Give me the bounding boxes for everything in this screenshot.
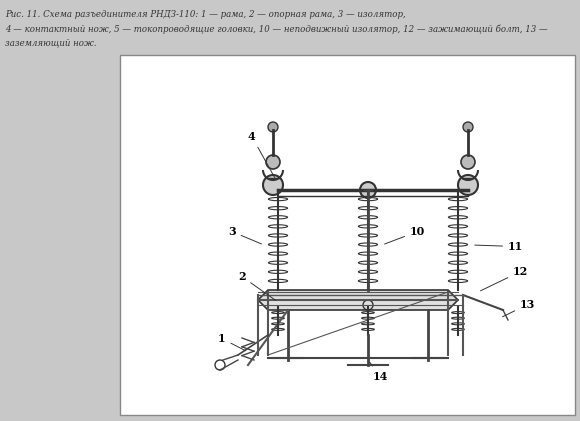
Circle shape [463, 122, 473, 132]
Text: 13: 13 [502, 299, 535, 317]
Text: 12: 12 [480, 266, 528, 291]
Text: 1: 1 [218, 333, 245, 351]
Text: 14: 14 [369, 362, 389, 382]
Text: 11: 11 [475, 241, 523, 252]
Bar [120, 55, 575, 415]
Polygon shape [258, 290, 458, 310]
Circle shape [268, 122, 278, 132]
Circle shape [263, 175, 283, 195]
Text: 10: 10 [385, 226, 425, 244]
Text: 2: 2 [238, 271, 276, 301]
Circle shape [458, 175, 478, 195]
Text: заземляющий нож.: заземляющий нож. [5, 38, 96, 47]
Circle shape [266, 155, 280, 169]
Text: 4 — контактный нож, 5 — токопроводящие головки, 10 — неподвижный изолятор, 12 — : 4 — контактный нож, 5 — токопроводящие г… [5, 24, 548, 34]
Text: 4: 4 [248, 131, 275, 178]
Circle shape [461, 155, 475, 169]
Text: 3: 3 [228, 226, 262, 244]
Text: Рис. 11. Схема разъединителя РНДЗ-110: 1 — рама, 2 — опорная рама, 3 — изолятор,: Рис. 11. Схема разъединителя РНДЗ-110: 1… [5, 10, 406, 19]
Circle shape [360, 182, 376, 198]
